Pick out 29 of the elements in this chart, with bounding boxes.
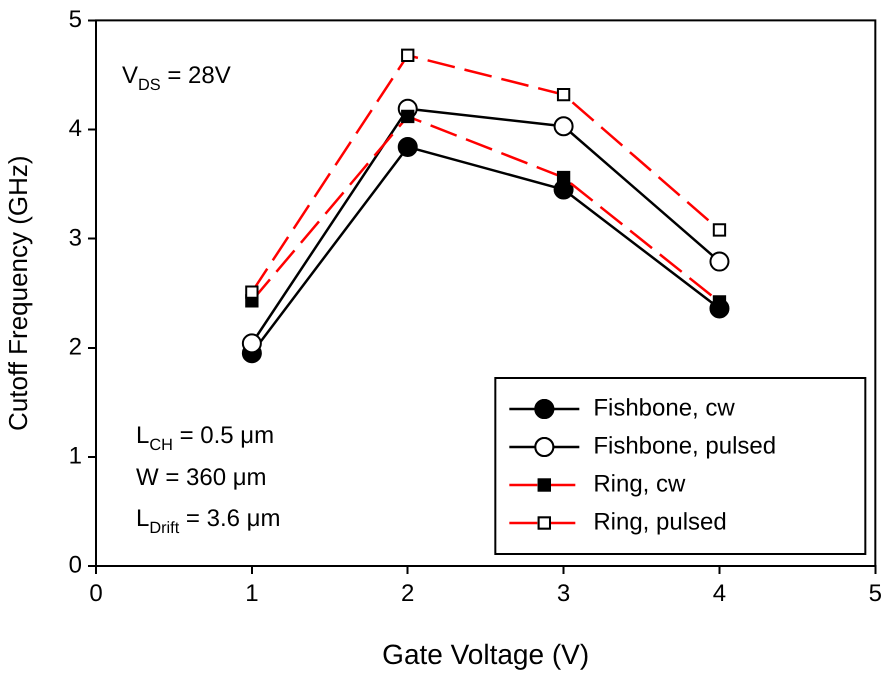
x-axis-title: Gate Voltage (V)	[382, 638, 590, 670]
point	[245, 285, 259, 299]
point	[242, 333, 262, 354]
y-tick-label: 2	[68, 333, 82, 360]
legend-label: Fishbone, cw	[593, 394, 736, 422]
point	[556, 170, 570, 184]
x-tick-label: 4	[712, 580, 726, 608]
point	[398, 136, 418, 157]
y-tick-label: 1	[68, 442, 82, 470]
point	[401, 48, 414, 62]
y-tick-label: 3	[68, 224, 82, 252]
y-tick-label: 5	[68, 6, 82, 34]
x-tick-label: 0	[89, 580, 103, 608]
legend-label: Ring, cw	[593, 470, 686, 498]
y-tick-label: 4	[68, 115, 82, 142]
x-tick-label: 2	[401, 580, 414, 608]
legend-label: Fishbone, pulsed	[593, 432, 776, 460]
x-tick-label: 3	[556, 580, 570, 608]
point	[401, 110, 414, 124]
annotation: W = 360 μm	[136, 464, 267, 491]
point	[556, 88, 570, 102]
x-tick-label: 1	[245, 580, 259, 608]
x-tick-label: 5	[868, 580, 882, 608]
point	[709, 252, 730, 272]
point	[712, 223, 726, 237]
y-axis-title: Cutoff Frequency (GHz)	[2, 155, 33, 431]
point	[554, 116, 574, 136]
legend-label: Ring, pulsed	[593, 508, 727, 536]
y-tick-label: 0	[68, 552, 82, 579]
